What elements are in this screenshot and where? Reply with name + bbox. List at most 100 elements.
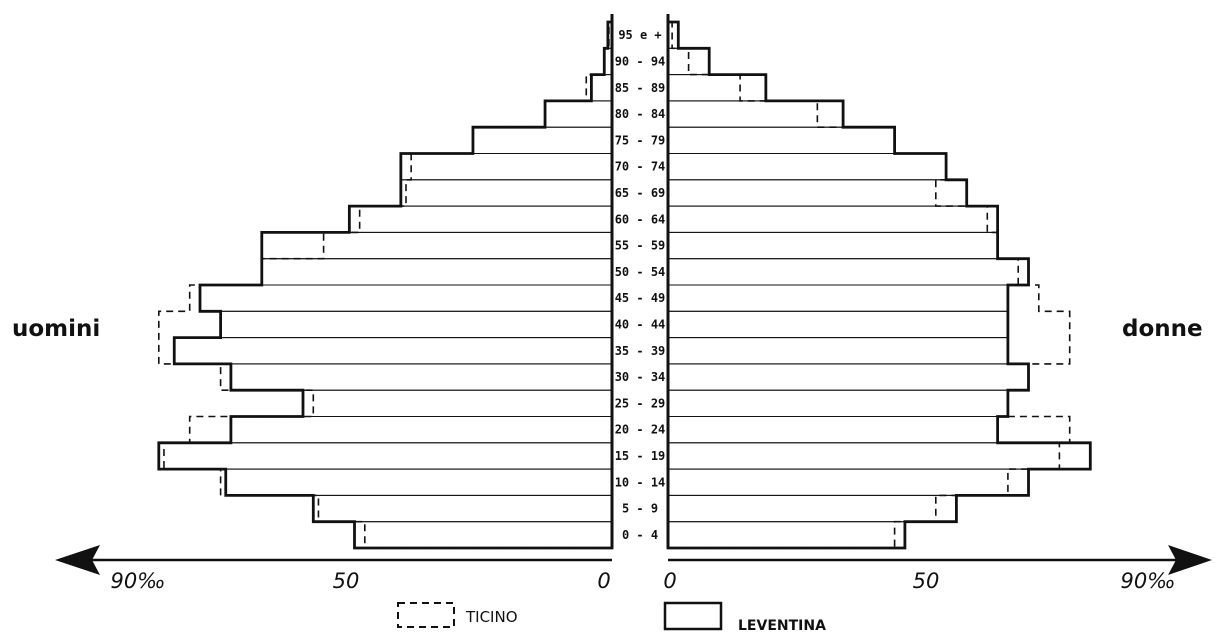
leventina-men-bar-5 bbox=[302, 389, 613, 418]
leventina-women-bar-2 bbox=[667, 468, 1029, 496]
age-label: 65 - 69 bbox=[615, 186, 666, 200]
ticino-women-bar-2 bbox=[668, 469, 1008, 495]
ticino-women-bar-15 bbox=[668, 127, 895, 153]
ticino-men-bar-12 bbox=[360, 206, 612, 232]
right-arrow-icon bbox=[1168, 545, 1212, 575]
leventina-men-bar-10 bbox=[261, 258, 613, 286]
left-arrow-icon bbox=[55, 545, 100, 575]
age-label: 10 - 14 bbox=[615, 475, 666, 489]
leventina-men-bar-14 bbox=[400, 153, 613, 181]
leventina-women-bar-14 bbox=[667, 153, 947, 181]
tick-right-0: 0 bbox=[663, 569, 676, 593]
age-label: 5 - 9 bbox=[622, 502, 658, 516]
ticino-women-bar-16 bbox=[668, 101, 817, 127]
ticino-men-bar-13 bbox=[406, 180, 612, 206]
leventina-men-bar-9 bbox=[199, 284, 613, 312]
leventina-men-bar-16 bbox=[544, 100, 613, 128]
ticino-men-bar-10 bbox=[262, 259, 612, 285]
age-label: 55 - 59 bbox=[615, 239, 666, 253]
age-label: 40 - 44 bbox=[615, 317, 666, 331]
leventina-women-bar-3 bbox=[667, 442, 1091, 470]
tick-left-50: 50 bbox=[333, 569, 360, 593]
leventina-women-bar-13 bbox=[667, 179, 968, 207]
ticino-women-bar-4 bbox=[668, 417, 1070, 443]
age-label: 30 - 34 bbox=[615, 370, 666, 384]
ticino-women-bar-14 bbox=[668, 154, 946, 180]
tick-left-0: 0 bbox=[597, 569, 610, 593]
x-axis bbox=[55, 14, 1212, 575]
ticino-women-bar-18 bbox=[668, 48, 689, 74]
leventina-women-bar-4 bbox=[667, 416, 999, 444]
ticino-women-bar-5 bbox=[668, 390, 1008, 416]
legend-leventina-label: LEVENTINA bbox=[738, 618, 826, 633]
leventina-men-bar-8 bbox=[220, 310, 613, 339]
leventina-men-bar-1 bbox=[312, 494, 613, 523]
left-label: uomini bbox=[12, 316, 100, 342]
ticino-men-bar-7 bbox=[159, 338, 612, 364]
age-label: 20 - 24 bbox=[615, 423, 666, 437]
leventina-women-bar-15 bbox=[667, 126, 896, 154]
ticino-women-bar-12 bbox=[668, 206, 987, 232]
women-bars bbox=[666, 20, 1092, 550]
leventina-women-bar-1 bbox=[667, 494, 957, 523]
age-label: 60 - 64 bbox=[615, 212, 666, 226]
ticino-women-bar-10 bbox=[668, 259, 1018, 285]
age-label: 50 - 54 bbox=[615, 265, 666, 279]
age-label: 25 - 29 bbox=[615, 396, 666, 410]
ticino-men-bar-2 bbox=[221, 469, 612, 495]
leventina-men-bar-17 bbox=[590, 74, 613, 102]
ticino-women-profile bbox=[667, 21, 1071, 549]
leventina-men-bar-7 bbox=[173, 337, 613, 365]
age-label: 15 - 19 bbox=[615, 449, 666, 463]
ticino-men-bar-16 bbox=[545, 101, 612, 127]
ticino-men-bar-14 bbox=[411, 154, 612, 180]
leventina-women-bar-5 bbox=[667, 389, 1009, 418]
ticino-women-bar-1 bbox=[668, 495, 936, 521]
ticino-men-profile bbox=[158, 21, 613, 549]
legend-ticino-swatch bbox=[397, 602, 455, 628]
leventina-men-bar-2 bbox=[225, 468, 613, 496]
legend-leventina-swatch bbox=[663, 601, 723, 631]
men-bars bbox=[157, 20, 614, 550]
ticino-women-bar-8 bbox=[668, 311, 1070, 337]
leventina-women-bar-7 bbox=[667, 337, 1009, 365]
leventina-men-bar-12 bbox=[348, 205, 613, 233]
leventina-women-bar-6 bbox=[667, 363, 1029, 391]
leventina-men-bar-0 bbox=[354, 521, 613, 549]
ticino-men-bar-9 bbox=[190, 285, 612, 311]
legend-ticino-label: TICINO bbox=[465, 608, 518, 626]
leventina-women-bar-10 bbox=[667, 258, 1029, 286]
age-label: 35 - 39 bbox=[615, 344, 666, 358]
age-label: 45 - 49 bbox=[615, 291, 666, 305]
ticino-women-bar-11 bbox=[668, 232, 998, 258]
leventina-men-bar-4 bbox=[230, 416, 613, 444]
ticino-men-bar-0 bbox=[365, 522, 612, 548]
ticino-men-bar-6 bbox=[221, 364, 612, 390]
ticino-men-bar-3 bbox=[164, 443, 612, 469]
ticino-women-bar-6 bbox=[668, 364, 1029, 390]
tick-left-90: 90‰ bbox=[110, 569, 165, 593]
ticino-men-bar-4 bbox=[190, 417, 612, 443]
age-label: 0 - 4 bbox=[622, 528, 658, 542]
ticino-women-bar-0 bbox=[668, 522, 895, 548]
leventina-women-bar-8 bbox=[667, 310, 1009, 339]
ticino-women-bar-9 bbox=[668, 285, 1039, 311]
leventina-women-bar-19 bbox=[667, 21, 679, 49]
leventina-men-bar-13 bbox=[400, 179, 613, 207]
ticino-women-bar-13 bbox=[668, 180, 936, 206]
leventina-women-bar-17 bbox=[667, 74, 767, 102]
right-label: donne bbox=[1122, 316, 1203, 342]
ticino-men-bar-15 bbox=[473, 127, 612, 153]
age-label: 85 - 89 bbox=[615, 81, 666, 95]
leventina-men-bar-6 bbox=[230, 363, 613, 391]
ticino-men-bar-11 bbox=[324, 232, 612, 258]
ticino-women-bar-17 bbox=[668, 75, 740, 101]
tick-right-90: 90‰ bbox=[1120, 569, 1175, 593]
ticino-women-bar-3 bbox=[668, 443, 1059, 469]
leventina-women-bar-9 bbox=[667, 284, 1009, 312]
ticino-women-bar-7 bbox=[668, 338, 1070, 364]
age-label: 95 e + bbox=[618, 28, 661, 42]
age-label: 90 - 94 bbox=[615, 54, 666, 68]
age-label: 80 - 84 bbox=[615, 107, 666, 121]
